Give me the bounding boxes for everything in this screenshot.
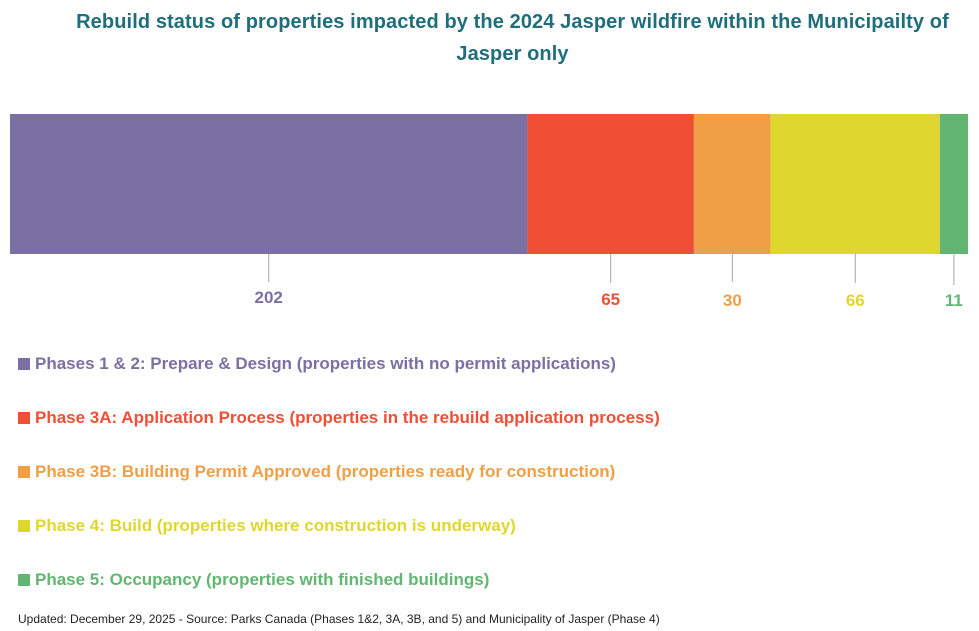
legend-swatch bbox=[18, 520, 30, 532]
bar-segment-2 bbox=[693, 114, 771, 254]
legend-item-phase-3a: Phase 3A: Application Process (propertie… bbox=[18, 404, 660, 432]
legend-label: Phase 5: Occupancy (properties with fini… bbox=[35, 570, 490, 589]
legend-label: Phase 3B: Building Permit Approved (prop… bbox=[35, 462, 616, 481]
data-label-1: 65 bbox=[601, 290, 620, 309]
legend-swatch bbox=[18, 412, 30, 424]
legend-item-phase-3b: Phase 3B: Building Permit Approved (prop… bbox=[18, 458, 660, 486]
legend-label: Phase 3A: Application Process (propertie… bbox=[35, 408, 660, 427]
legend-swatch bbox=[18, 466, 30, 478]
bar-segment-4 bbox=[939, 114, 968, 254]
data-label-2: 30 bbox=[723, 291, 742, 310]
chart-title: Rebuild status of properties impacted by… bbox=[76, 11, 949, 65]
legend-item-phase-5: Phase 5: Occupancy (properties with fini… bbox=[18, 566, 660, 594]
data-label-3: 66 bbox=[846, 291, 865, 310]
legend-label: Phases 1 & 2: Prepare & Design (properti… bbox=[35, 354, 616, 373]
legend-swatch bbox=[18, 358, 30, 370]
data-label-4: 11 bbox=[945, 291, 963, 310]
bar-segment-3 bbox=[770, 114, 940, 254]
legend-item-phase-4: Phase 4: Build (properties where constru… bbox=[18, 512, 660, 540]
legend-item-phase-1-2: Phases 1 & 2: Prepare & Design (properti… bbox=[18, 350, 660, 378]
legend-swatch bbox=[18, 574, 30, 586]
source-footnote: Updated: December 29, 2025 - Source: Par… bbox=[18, 612, 660, 626]
legend: Phases 1 & 2: Prepare & Design (properti… bbox=[18, 350, 660, 620]
bar-segment-0 bbox=[10, 114, 528, 254]
bar-segment-1 bbox=[527, 114, 694, 254]
stacked-bar-chart: 202 65 30 66 11 bbox=[10, 114, 968, 310]
data-label-0: 202 bbox=[255, 288, 283, 307]
legend-label: Phase 4: Build (properties where constru… bbox=[35, 516, 516, 535]
